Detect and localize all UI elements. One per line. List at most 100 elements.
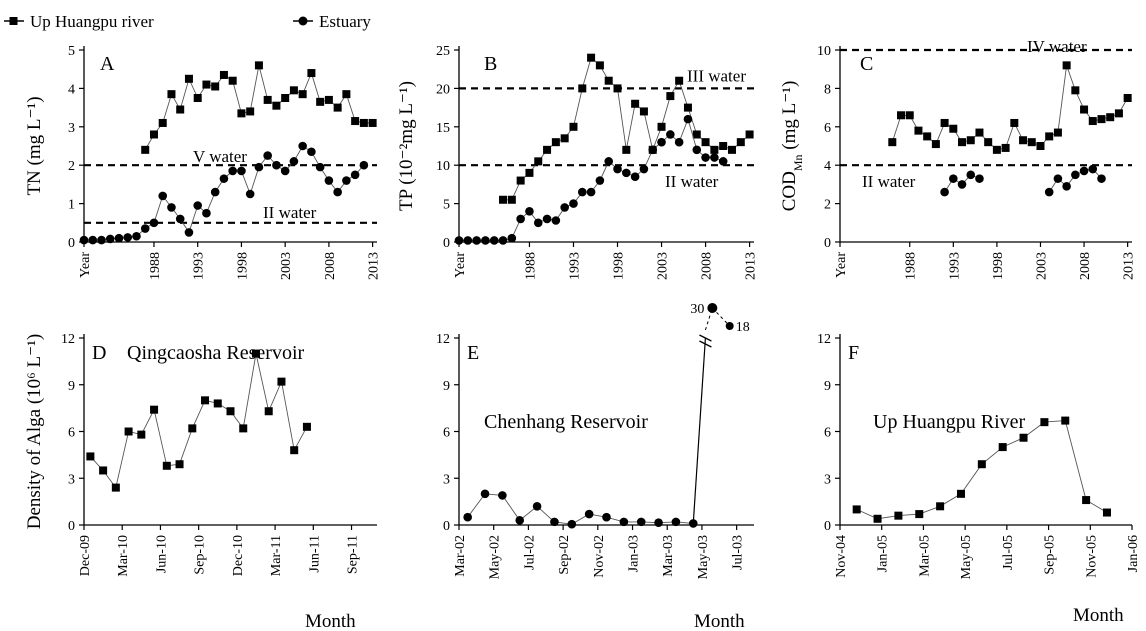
data-point-circle-e: [515, 516, 525, 525]
panel-title-e: Chenhang Reservoir: [484, 411, 648, 433]
x-tick-label-f: Nov-04: [834, 535, 849, 578]
data-point-square-d: [302, 422, 311, 431]
x-tick-label-e: Mar-02: [453, 535, 468, 577]
data-point-square-a: [167, 90, 176, 99]
data-point-circle-a: [219, 174, 229, 183]
series-line-f: [856, 420, 1108, 520]
data-point-square-b: [675, 76, 684, 85]
data-point-circle-a: [245, 189, 255, 199]
data-point-circle-e: [480, 489, 490, 499]
data-point-square-b: [604, 76, 613, 85]
data-point-square-a: [316, 97, 325, 106]
data-point-square-f: [1082, 496, 1091, 505]
data-point-square-b: [569, 122, 578, 131]
data-point-square-b: [578, 84, 587, 93]
data-point-square-d: [162, 461, 171, 470]
y-tick-label-b: 25: [436, 44, 450, 59]
data-point-circle-c: [1097, 174, 1106, 183]
chart-panel-d: 0 3 6 9 12 Dec-09 Mar-10 Jun-10 Sep-10 Dec-10 Mar-…: [24, 332, 377, 577]
data-point-square-f: [894, 511, 903, 520]
data-point-square-a: [184, 74, 193, 83]
data-point-square-c: [1106, 113, 1115, 122]
x-tick-label-d: Dec-10: [231, 535, 246, 576]
data-point-square-d: [226, 407, 235, 416]
data-point-square-d: [251, 349, 260, 358]
x-tick-label-e: Sep-02: [557, 535, 572, 575]
data-point-circle-c: [1062, 182, 1071, 191]
y-tick-label-f: 6: [824, 426, 831, 441]
y-tick-label-f: 0: [824, 519, 831, 534]
data-point-square-f: [1102, 508, 1111, 517]
x-tick-label-d: Mar-11: [269, 535, 284, 576]
data-point-circle-c: [975, 174, 984, 183]
x-tick-label-b: Year: [453, 252, 468, 278]
x-tick-label-c: 1998: [991, 252, 1006, 280]
y-tick-label-c: 8: [824, 82, 831, 97]
data-point-circle-a: [149, 218, 159, 228]
reference-line-label-c: II water: [862, 172, 916, 191]
data-point-circle-a: [97, 235, 106, 245]
x-tick-label-e: May-03: [696, 535, 711, 579]
data-point-square-d: [124, 427, 133, 436]
data-point-circle-b: [595, 176, 605, 185]
data-point-square-a: [149, 130, 158, 139]
x-tick-label-b: 2008: [700, 252, 715, 280]
data-point-square-a: [237, 109, 246, 118]
data-point-circle-b: [525, 206, 534, 216]
data-point-square-c: [1071, 86, 1080, 95]
data-point-square-a: [141, 145, 150, 154]
x-tick-label-b: 2003: [656, 252, 671, 280]
x-tick-label-e: Jan-03: [627, 535, 642, 572]
series-line-d: [90, 353, 308, 489]
y-tick-label-e: 6: [443, 426, 450, 441]
data-point-circle-b: [472, 236, 481, 245]
data-point-square-f: [977, 460, 986, 469]
data-point-circle-a: [158, 191, 168, 201]
data-point-outlier-e: [725, 322, 734, 330]
month-label-d: Month: [305, 611, 356, 631]
x-tick-label-f: Jan-06: [1126, 535, 1141, 572]
data-point-circle-a: [315, 162, 325, 172]
x-tick-label-a: Year: [78, 252, 93, 278]
data-point-square-f: [1061, 416, 1070, 425]
x-tick-label-b: 1988: [523, 252, 538, 280]
y-tick-label-d: 0: [68, 519, 75, 534]
data-point-square-c: [1062, 61, 1071, 70]
data-point-square-c: [905, 111, 914, 120]
y-tick-label-a: 4: [68, 82, 75, 97]
x-tick-label-a: 1998: [235, 252, 250, 280]
y-tick-label-a: 2: [68, 159, 75, 174]
data-point-circle-e: [463, 512, 472, 522]
chart-panel-b: 0 5 10 15 20 25 Year 1988 1993 1998 2003 2008 2013 TP…: [396, 44, 759, 280]
panel-label-e: E: [467, 342, 479, 364]
data-point-circle-e: [619, 517, 629, 527]
data-point-square-a: [158, 118, 167, 127]
y-tick-label-e: 9: [443, 379, 450, 394]
data-point-circle-a: [132, 231, 141, 241]
data-point-square-c: [984, 138, 993, 147]
data-point-square-c: [1010, 118, 1019, 127]
data-point-square-a: [228, 76, 237, 85]
legend-square-marker: [9, 17, 18, 25]
data-point-circle-e: [567, 519, 577, 529]
x-tick-label-a: 2003: [279, 252, 294, 280]
data-point-circle-a: [202, 208, 211, 218]
data-point-circle-a: [184, 228, 194, 237]
data-point-circle-b: [489, 236, 499, 245]
data-point-square-d: [277, 377, 286, 386]
data-point-square-c: [1045, 132, 1054, 141]
x-tick-label-c: Year: [834, 252, 849, 278]
legend: Up Huangpu river Estuary: [4, 12, 371, 31]
outlier-value-label-e: 30: [690, 302, 704, 317]
x-tick-label-f: Sep-05: [1043, 535, 1058, 575]
panel-title-d: Qingcaosha Reservoir: [127, 342, 305, 364]
data-point-square-a: [193, 94, 202, 102]
data-point-circle-b: [692, 145, 702, 155]
x-tick-label-b: 2013: [744, 252, 759, 280]
y-tick-label-e: 0: [443, 519, 450, 534]
y-axis-label-subscript-c: Mn: [791, 154, 805, 171]
data-point-circle-a: [193, 201, 203, 210]
x-tick-label-b: 1998: [612, 252, 627, 280]
data-point-circle-c: [1053, 174, 1063, 183]
data-point-square-a: [219, 70, 228, 79]
